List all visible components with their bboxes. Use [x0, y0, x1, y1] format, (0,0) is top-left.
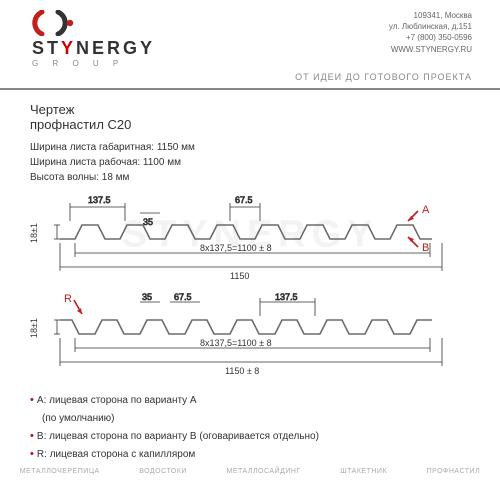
header: STYNERGY G R O U P 109341, Москва ул. Лю…: [0, 0, 500, 90]
svg-text:R: R: [64, 293, 72, 305]
footer-item-5: ПРОФНАСТИЛ: [427, 468, 481, 475]
dim-1100-1: 8x137,5=1100 ± 8: [200, 243, 272, 253]
profile-diagram-1: 137.5 67.5 35 A: [30, 191, 470, 286]
profile-path-1: [60, 225, 432, 239]
profile-path-2: [60, 320, 432, 334]
logo-icon: [32, 10, 78, 36]
dim-height-2: 18±1: [30, 318, 39, 338]
dim-1150-2: 1150 ± 8: [225, 366, 259, 376]
svg-text:A: A: [422, 204, 430, 216]
footer-item-1: МЕТАЛЛОЧЕРЕПИЦА: [20, 468, 100, 475]
footer-item-4: ШТАКЕТНИК: [340, 468, 387, 475]
footer-item-3: МЕТАЛЛОСАЙДИНГ: [226, 468, 300, 475]
profile-diagram-2: 35 67.5 137.5 R: [30, 290, 470, 385]
main-content: Чертеж профнастил С20 Ширина листа габар…: [0, 90, 500, 464]
contact-block: 109341, Москва ул. Люблинская, д.151 +7 …: [389, 10, 472, 55]
brand-sub: G R O U P: [32, 59, 155, 68]
dim2-35: 35: [142, 292, 152, 302]
dim-height-1: 18±1: [30, 223, 39, 243]
contact-phone: +7 (800) 350-0596: [389, 32, 472, 43]
tagline: ОТ ИДЕИ ДО ГОТОВОГО ПРОЕКТА: [295, 72, 472, 82]
spec-width-working: Ширина листа рабочая: 1100 мм: [30, 155, 470, 170]
svg-text:B: B: [422, 242, 429, 254]
dim2-137-5: 137.5: [275, 292, 298, 302]
contact-url: WWW.STYNERGY.RU: [389, 44, 472, 55]
logo-block: STYNERGY G R O U P: [32, 10, 155, 68]
dim-1150-1: 1150: [230, 271, 249, 281]
specs-block: Ширина листа габаритная: 1150 мм Ширина …: [30, 140, 470, 185]
marker-r: R: [64, 293, 82, 314]
spec-width-overall: Ширина листа габаритная: 1150 мм: [30, 140, 470, 155]
legend-r: R: лицевая сторона с капилляром: [37, 449, 195, 460]
footer-item-2: ВОДОСТОКИ: [139, 468, 187, 475]
contact-address-2: ул. Люблинская, д.151: [389, 21, 472, 32]
dim-35: 35: [143, 217, 153, 227]
contact-address-1: 109341, Москва: [389, 10, 472, 21]
doc-title-2: профнастил С20: [30, 117, 470, 132]
legend-a: A: лицевая сторона по варианту A: [37, 395, 197, 406]
legend-block: • A: лицевая сторона по варианту A (по у…: [30, 391, 470, 464]
spec-wave-height: Высота волны: 18 мм: [30, 170, 470, 185]
doc-title-1: Чертеж: [30, 102, 470, 117]
dim-137-5: 137.5: [88, 195, 111, 205]
dim-1100-2: 8x137,5=1100 ± 8: [200, 338, 272, 348]
dim-67-5: 67.5: [235, 195, 253, 205]
dim2-67-5: 67.5: [174, 292, 192, 302]
legend-b: B: лицевая сторона по варианту B (оговар…: [37, 431, 319, 442]
legend-a2: (по умолчанию): [30, 410, 470, 427]
brand-name: STYNERGY: [32, 38, 155, 59]
marker-a: A: [408, 204, 430, 221]
